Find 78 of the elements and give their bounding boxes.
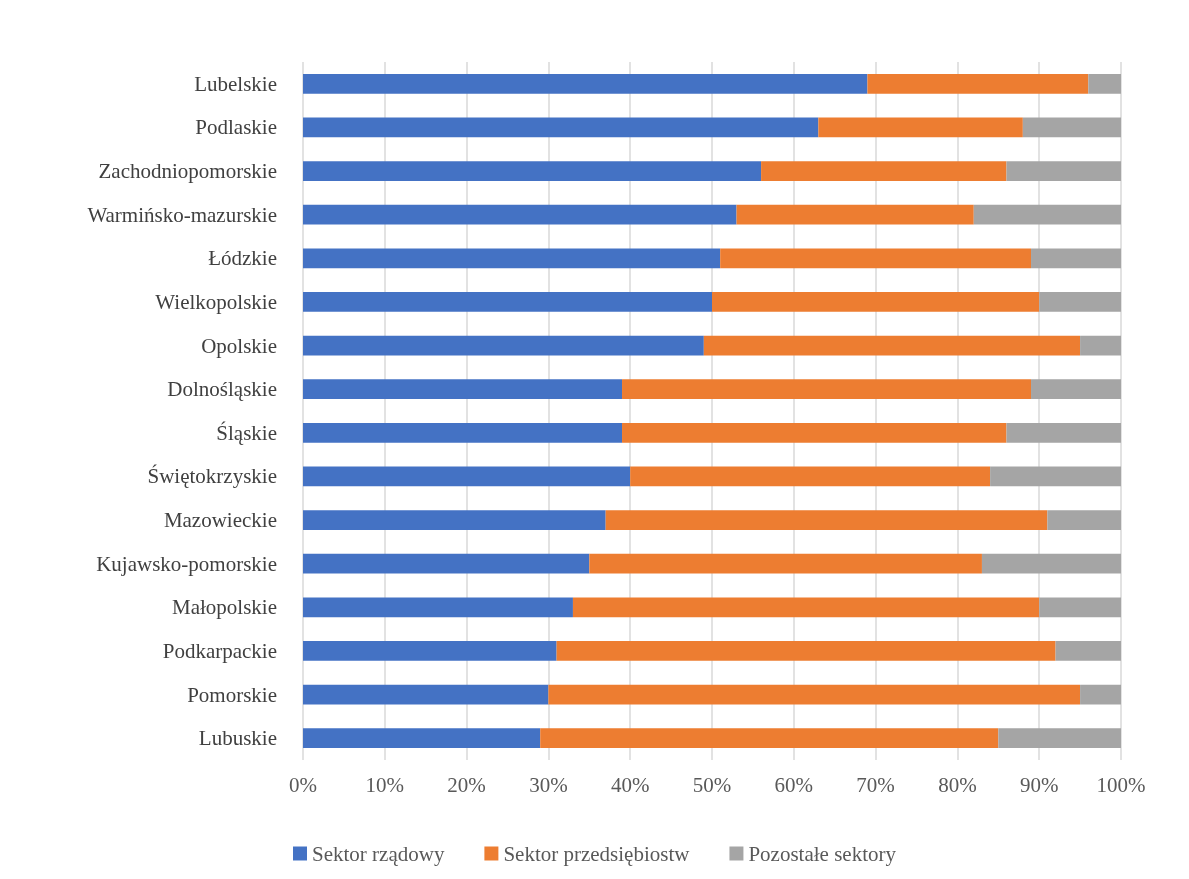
x-tick-label: 20%	[447, 772, 486, 797]
bar	[1031, 248, 1121, 269]
bar	[303, 379, 623, 399]
x-tick-label: 0%	[289, 772, 317, 797]
bar	[303, 248, 721, 269]
bar	[761, 161, 1007, 181]
bar	[1031, 379, 1121, 399]
bar	[303, 423, 623, 443]
bar	[1006, 161, 1121, 181]
bar	[736, 204, 974, 225]
y-tick-label: Świętokrzyskie	[147, 464, 277, 489]
y-tick-label: Warmińsko-mazurskie	[87, 202, 277, 227]
bar	[303, 641, 557, 661]
bar	[990, 466, 1121, 487]
x-tick-label: 60%	[774, 772, 814, 797]
bar	[622, 423, 1007, 443]
bar	[303, 74, 868, 94]
bar	[303, 466, 631, 487]
bar	[303, 117, 819, 138]
bar	[303, 335, 704, 356]
bar	[1047, 510, 1121, 530]
x-tick-label: 30%	[529, 772, 568, 797]
bar	[998, 728, 1121, 748]
x-tick-label: 40%	[610, 772, 650, 797]
x-tick-label: 80%	[938, 772, 977, 797]
legend-label: Sektor przedsiębiostw	[503, 841, 691, 866]
bar	[981, 553, 1121, 574]
bar	[1039, 597, 1121, 618]
bar	[1080, 684, 1121, 705]
x-tick-label: 50%	[692, 772, 732, 797]
y-tick-label: Opolskie	[201, 333, 277, 358]
bar	[303, 292, 712, 312]
bar	[703, 335, 1081, 356]
bar	[572, 597, 1040, 618]
y-tick-label: Podkarpackie	[162, 638, 277, 663]
bar	[303, 204, 737, 225]
y-tick-label: Dolnośląskie	[167, 377, 277, 402]
bar	[548, 684, 1081, 705]
legend-label: Sektor rządowy	[312, 841, 445, 866]
bar	[303, 684, 549, 705]
bar	[1039, 292, 1121, 312]
bar	[720, 248, 1032, 269]
bar	[605, 510, 1048, 530]
bar	[867, 74, 1089, 94]
bar	[303, 597, 573, 618]
bar	[630, 466, 991, 487]
bar	[303, 161, 762, 181]
y-tick-label: Zachodniopomorskie	[98, 159, 277, 184]
y-tick-label: Kujawsko-pomorskie	[96, 551, 277, 576]
bar	[973, 204, 1121, 225]
y-tick-label: Mazowieckie	[163, 508, 277, 533]
x-tick-label: 70%	[856, 772, 895, 797]
bar	[303, 728, 541, 748]
bar	[1022, 117, 1121, 138]
bar	[1080, 335, 1121, 356]
y-tick-label: Pomorskie	[187, 682, 277, 707]
bar	[1088, 74, 1121, 94]
bar	[556, 641, 1056, 661]
bar	[622, 379, 1032, 399]
bar	[303, 510, 606, 530]
bar	[1006, 423, 1121, 443]
y-tick-label: Lubuskie	[198, 726, 277, 751]
bar	[303, 553, 590, 574]
y-tick-label: Podlaskie	[195, 115, 277, 140]
bar	[540, 728, 999, 748]
x-tick-label: 100%	[1096, 772, 1146, 797]
bar	[1055, 641, 1121, 661]
legend-label: Pozostałe sektory	[748, 841, 897, 866]
bar	[818, 117, 1023, 138]
y-tick-label: Małopolskie	[172, 595, 277, 620]
y-tick-label: Śląskie	[216, 420, 277, 445]
bar	[712, 292, 1040, 312]
x-tick-label: 10%	[365, 772, 405, 797]
x-tick-label: 90%	[1019, 772, 1059, 797]
y-tick-label: Lubelskie	[194, 71, 277, 96]
y-tick-label: Wielkopolskie	[155, 289, 277, 314]
bar	[589, 553, 982, 574]
y-tick-label: Łódzkie	[208, 246, 277, 271]
